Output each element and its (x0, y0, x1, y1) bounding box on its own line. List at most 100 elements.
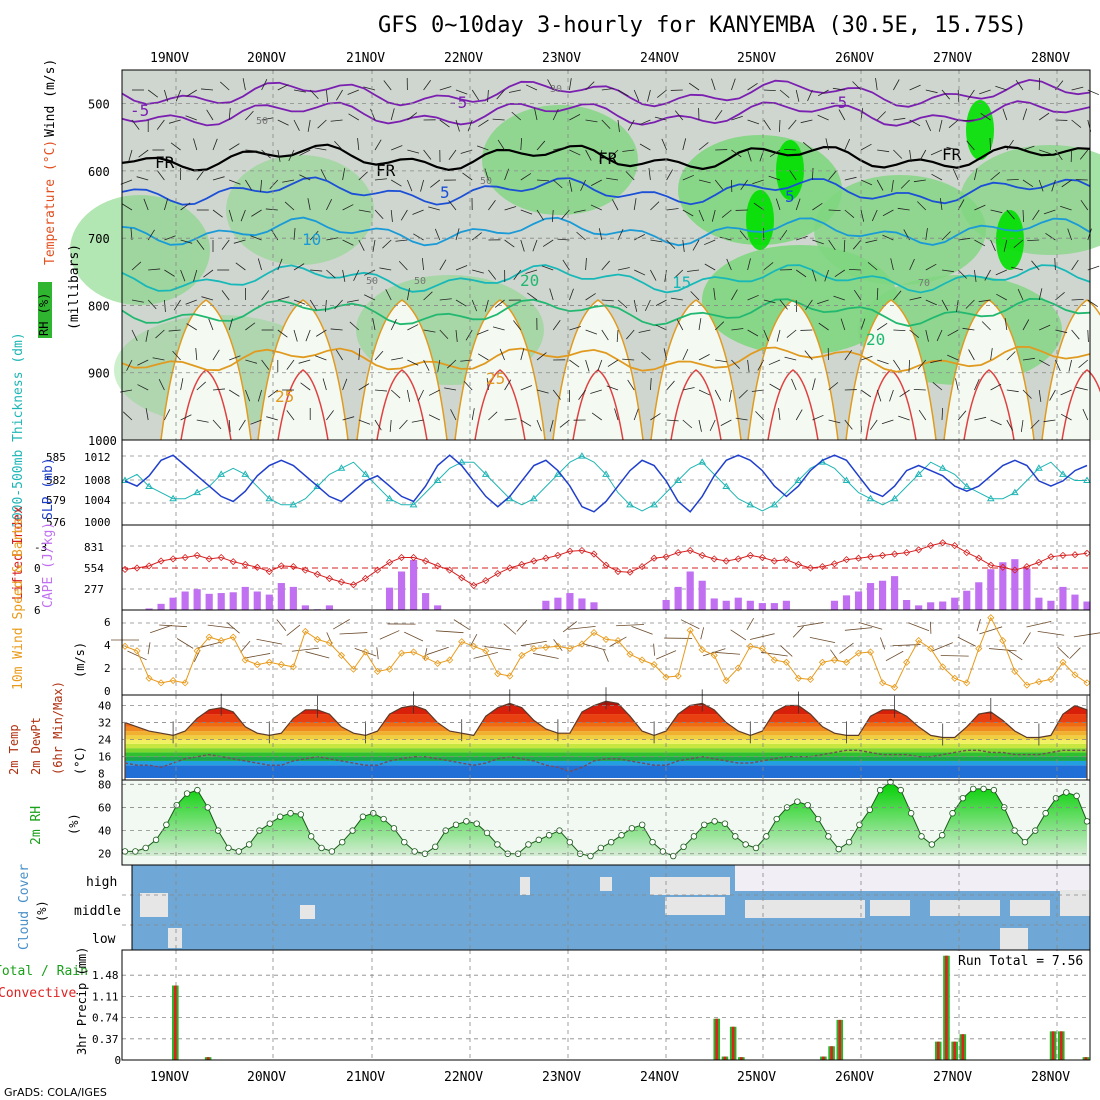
rh-marker (887, 778, 894, 786)
rh-marker (928, 841, 936, 848)
cape-bar (975, 582, 983, 610)
wind-barb (455, 89, 468, 95)
wind-barb (484, 646, 512, 651)
pressure-tick-label: 700 (88, 232, 110, 246)
wind-barb (250, 235, 262, 241)
wind-barb (185, 299, 197, 305)
thickness-marker (409, 500, 418, 508)
wind-barb (731, 328, 744, 331)
wind-barb (552, 320, 561, 331)
wind-barb (893, 117, 906, 121)
wind-barb (979, 89, 991, 95)
wind-speed-marker (446, 656, 454, 664)
wind-barb (127, 650, 147, 661)
wind-barb (390, 179, 402, 187)
wind-barb (755, 411, 765, 421)
wind-barb (898, 415, 910, 421)
wind-barb (504, 206, 517, 211)
wind-barb (212, 176, 225, 181)
wind-barb (817, 114, 829, 121)
wind-barb (769, 383, 781, 391)
lifted-index-marker (842, 556, 851, 564)
wind-barb (1003, 239, 1008, 252)
temp-band (125, 735, 1087, 740)
temp-contour-30 (767, 369, 819, 441)
cape-bar (999, 562, 1007, 610)
cape-bar (205, 593, 213, 610)
wind-barb (256, 638, 283, 645)
wind-barb (484, 168, 489, 181)
precip-convective-bar (961, 1034, 965, 1060)
wind-barb (704, 263, 716, 271)
lifted-tick-label: -3 (34, 541, 47, 554)
wind-barb (1054, 257, 1056, 271)
wind-barb (956, 299, 959, 312)
wind-barb (193, 138, 198, 151)
wind-speed-marker (999, 637, 1007, 645)
lifted-tick-label: 0 (34, 562, 41, 575)
bottom-date-label: 20NOV (247, 1070, 286, 1085)
wind-speed-marker (866, 648, 875, 656)
wind-speed-marker (927, 645, 935, 653)
wind-barb (488, 200, 496, 211)
temp-contour-25 (160, 299, 252, 441)
wind-barb (353, 269, 360, 281)
wind-barb (698, 179, 711, 184)
wind-barb (208, 318, 214, 331)
cape-bar (710, 598, 718, 610)
wind-barb (504, 239, 515, 248)
precip-convective-bar (723, 1056, 727, 1060)
wind-barb (569, 179, 573, 192)
wind-barb (789, 169, 797, 181)
rh-tick-label: 80 (98, 778, 111, 791)
lifted-index-marker (325, 574, 333, 583)
wind-barb (349, 321, 360, 331)
wind-barb (775, 198, 781, 211)
wind-barb (421, 258, 424, 271)
wind-barb (871, 209, 878, 222)
slp-line (124, 454, 1088, 513)
wind-barb (585, 149, 592, 161)
wind-barb (690, 291, 700, 301)
wind-barb (549, 419, 554, 432)
wind-barb (731, 115, 743, 121)
temp-label: (6hr Min/Max) (51, 681, 65, 775)
wind-barb (622, 149, 635, 152)
lifted-index-marker (1047, 553, 1055, 561)
wind-barb (666, 380, 675, 391)
thickness-marker (217, 470, 226, 477)
rh-shade (70, 195, 210, 305)
rh-marker (1042, 810, 1049, 817)
bottom-date-label: 25NOV (737, 1070, 776, 1085)
cloud-gap (520, 877, 530, 895)
rh-marker (245, 841, 253, 848)
wind-barb (599, 149, 603, 162)
wind-barb (908, 359, 910, 373)
wind-barb (374, 350, 384, 361)
temp-contour-25 (257, 299, 349, 441)
cloud-gap (168, 928, 182, 948)
rh-marker (701, 821, 708, 829)
temperature-contour (121, 345, 1091, 373)
thickness-marker (890, 494, 899, 502)
cape-bar (422, 593, 430, 610)
wind-barb (990, 419, 1002, 426)
lifted-index-marker (373, 566, 382, 574)
rh-marker (535, 836, 542, 844)
wind-barb (918, 409, 927, 421)
temp-band (125, 722, 1087, 727)
wind-barb (666, 419, 679, 422)
wind-barb (520, 419, 532, 427)
wind-barb (990, 209, 1003, 214)
wind-speed-marker (277, 661, 285, 669)
lifted-index-marker (337, 578, 346, 586)
wind-barb (1087, 329, 1089, 343)
wind-barb (738, 389, 748, 399)
wind-unit-label: (m/s) (73, 642, 87, 678)
contour-label: 5 (785, 187, 795, 206)
thickness-marker (289, 500, 298, 508)
wind-barb (941, 269, 954, 273)
wind-barb (358, 348, 361, 361)
wind-barb (996, 293, 1007, 301)
